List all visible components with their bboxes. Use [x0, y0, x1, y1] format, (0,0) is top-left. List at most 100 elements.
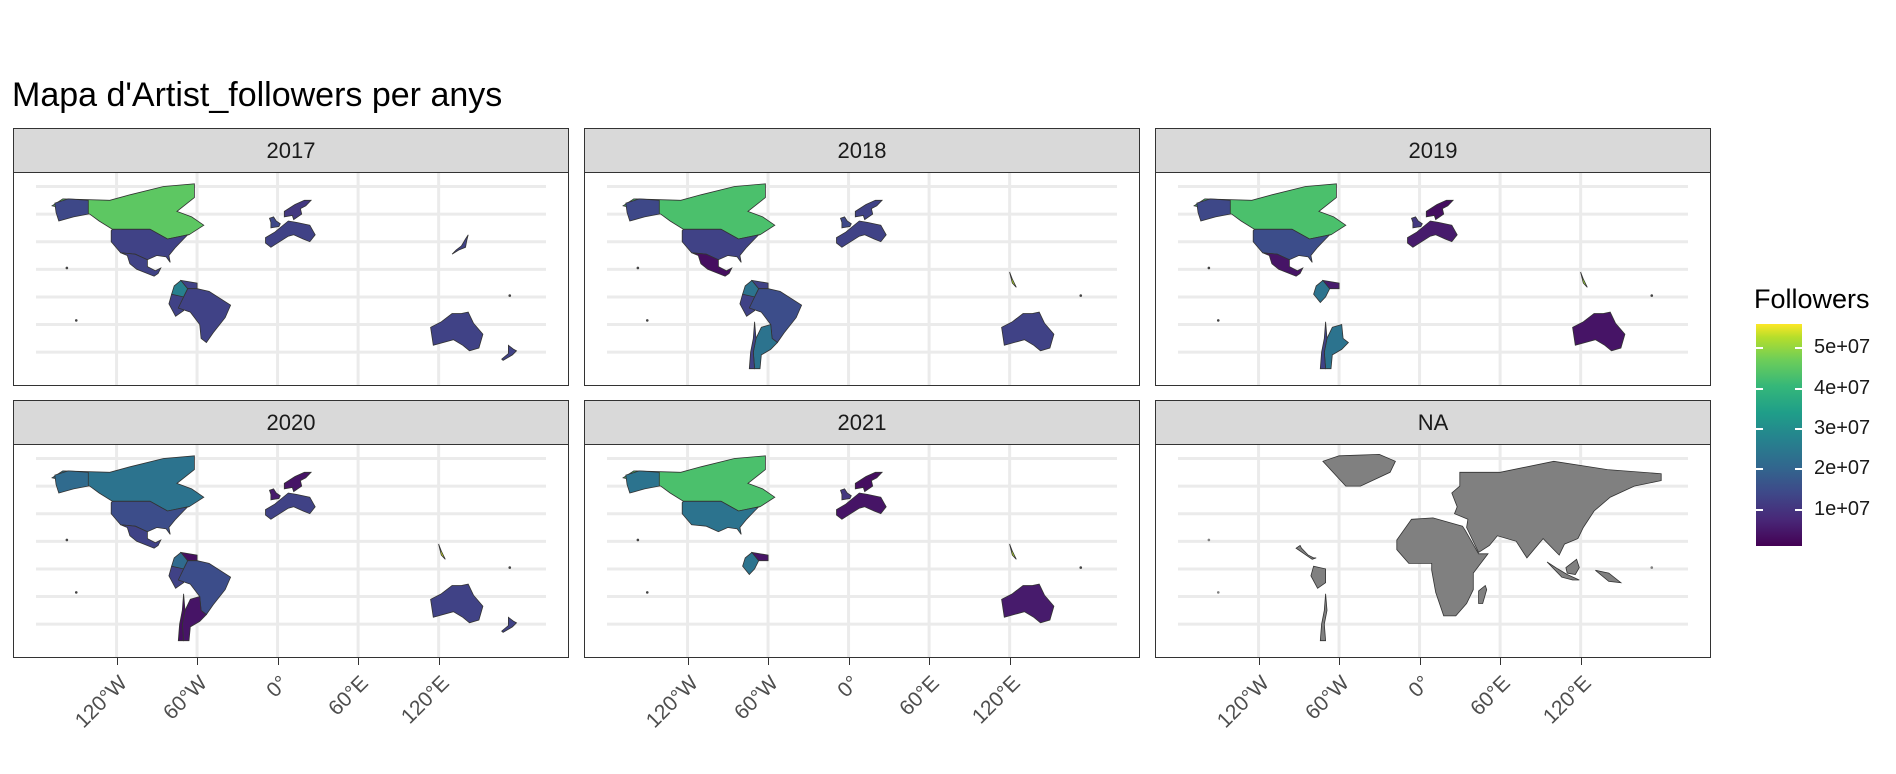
- island-small1: [1079, 566, 1083, 569]
- island-small1: [1650, 294, 1654, 297]
- x-axis-tick-label: 120°E: [1538, 671, 1596, 729]
- region-australia: [1572, 311, 1626, 352]
- x-axis: 120°W 60°W 0° 60°E 120°E: [13, 658, 569, 748]
- region-australia: [1001, 583, 1055, 624]
- x-axis-tick: [687, 658, 689, 665]
- map-svg: [607, 173, 1117, 385]
- region-africa: [1396, 517, 1489, 617]
- island-pacific1: [1216, 319, 1220, 322]
- x-axis-tick: [1339, 658, 1341, 665]
- region-indonesia: [1546, 561, 1580, 581]
- region-alaska: [625, 198, 660, 222]
- region-mexico: [120, 524, 162, 549]
- legend-colorbar: [1756, 324, 1802, 546]
- region-philippines: [1580, 271, 1588, 288]
- facet-map-area: [584, 172, 1140, 386]
- region-philippines: [438, 543, 446, 560]
- region-newguinea: [1595, 569, 1623, 584]
- x-axis-tick-label: 60°E: [324, 671, 373, 721]
- x-axis-tick-label: 60°W: [1301, 671, 1354, 725]
- region-nz: [501, 344, 518, 361]
- map-svg: [36, 173, 546, 385]
- region-australia: [1001, 311, 1055, 352]
- island-hawaii: [1207, 538, 1211, 542]
- region-asia: [1451, 460, 1662, 559]
- region-alaska: [54, 198, 89, 222]
- x-axis-tick: [277, 658, 279, 665]
- region-europe: [265, 492, 316, 520]
- legend-tick-label: 5e+07: [1814, 336, 1871, 359]
- region-europe: [265, 220, 316, 248]
- facet-map-area: [584, 444, 1140, 658]
- facet-panel-2018: 2018: [584, 128, 1140, 386]
- region-brazil: [177, 288, 232, 344]
- region-peru: [1310, 565, 1326, 589]
- legend-tick-label: 2e+07: [1814, 457, 1871, 480]
- x-axis-tick: [197, 658, 199, 665]
- region-scand: [1425, 199, 1455, 221]
- island-hawaii: [636, 266, 640, 270]
- region-scand: [283, 199, 313, 221]
- legend-tick: [1756, 347, 1802, 350]
- region-alaska: [625, 470, 660, 494]
- island-pacific1: [1216, 591, 1220, 594]
- region-central: [1295, 544, 1317, 560]
- region-chile: [177, 593, 186, 642]
- map-svg: [1178, 173, 1688, 385]
- island-hawaii: [1207, 266, 1211, 270]
- x-axis-tick: [438, 658, 440, 665]
- legend: Followers 1e+07 2e+07 3e+07 4e+07 5e+07: [1754, 284, 1870, 546]
- region-borneo: [1565, 558, 1580, 575]
- region-europe: [1407, 220, 1458, 248]
- island-pacific1: [645, 319, 649, 322]
- region-philippines: [1009, 543, 1017, 560]
- x-axis-tick-label: 120°E: [396, 671, 454, 729]
- x-axis-tick: [768, 658, 770, 665]
- island-pacific1: [74, 591, 78, 594]
- facet-panel-2021: 2021: [584, 400, 1140, 658]
- region-greenland: [1322, 453, 1396, 487]
- facet-strip-label: NA: [1155, 400, 1711, 446]
- map-svg: [36, 445, 546, 657]
- x-axis-tick: [1580, 658, 1582, 665]
- region-mexico: [691, 252, 733, 277]
- legend-tick: [1756, 427, 1802, 430]
- x-axis-tick-label: 60°E: [1466, 671, 1515, 721]
- island-small1: [1650, 566, 1654, 569]
- x-axis-tick-label: 120°W: [70, 671, 132, 733]
- region-madagascar: [1478, 584, 1488, 604]
- region-venezuela: [1321, 279, 1340, 290]
- region-uk: [268, 216, 281, 229]
- x-axis-tick: [1500, 658, 1502, 665]
- chart-title: Mapa d'Artist_followers per anys: [12, 76, 503, 114]
- region-chile: [1319, 593, 1328, 642]
- facet-map-area: [13, 444, 569, 658]
- region-japan: [451, 234, 469, 255]
- legend-title: Followers: [1754, 284, 1870, 314]
- facet-strip-label: 2018: [584, 128, 1140, 174]
- x-axis-tick: [929, 658, 931, 665]
- region-mexico: [1262, 252, 1304, 277]
- region-scand: [854, 471, 884, 493]
- island-hawaii: [65, 266, 69, 270]
- x-axis-tick-label: 120°W: [1212, 671, 1274, 733]
- region-uk: [839, 488, 852, 501]
- island-hawaii: [636, 538, 640, 542]
- region-australia: [430, 311, 484, 352]
- x-axis-tick-label: 0°: [261, 671, 293, 702]
- facet-strip-label: 2020: [13, 400, 569, 446]
- facet-map-area: [1155, 444, 1711, 658]
- region-philippines: [1009, 271, 1017, 288]
- region-argentina: [1323, 323, 1349, 370]
- region-uk: [268, 488, 281, 501]
- region-venezuela: [750, 551, 769, 562]
- x-axis-tick: [116, 658, 118, 665]
- island-small1: [508, 294, 512, 297]
- x-axis-tick-label: 0°: [1403, 671, 1435, 702]
- region-uk: [1410, 216, 1423, 229]
- x-axis-tick-label: 60°W: [159, 671, 212, 725]
- x-axis-tick-label: 60°W: [730, 671, 783, 725]
- facet-panel-na: NA: [1155, 400, 1711, 658]
- region-europe: [836, 220, 887, 248]
- x-axis: 120°W 60°W 0° 60°E 120°E: [584, 658, 1140, 748]
